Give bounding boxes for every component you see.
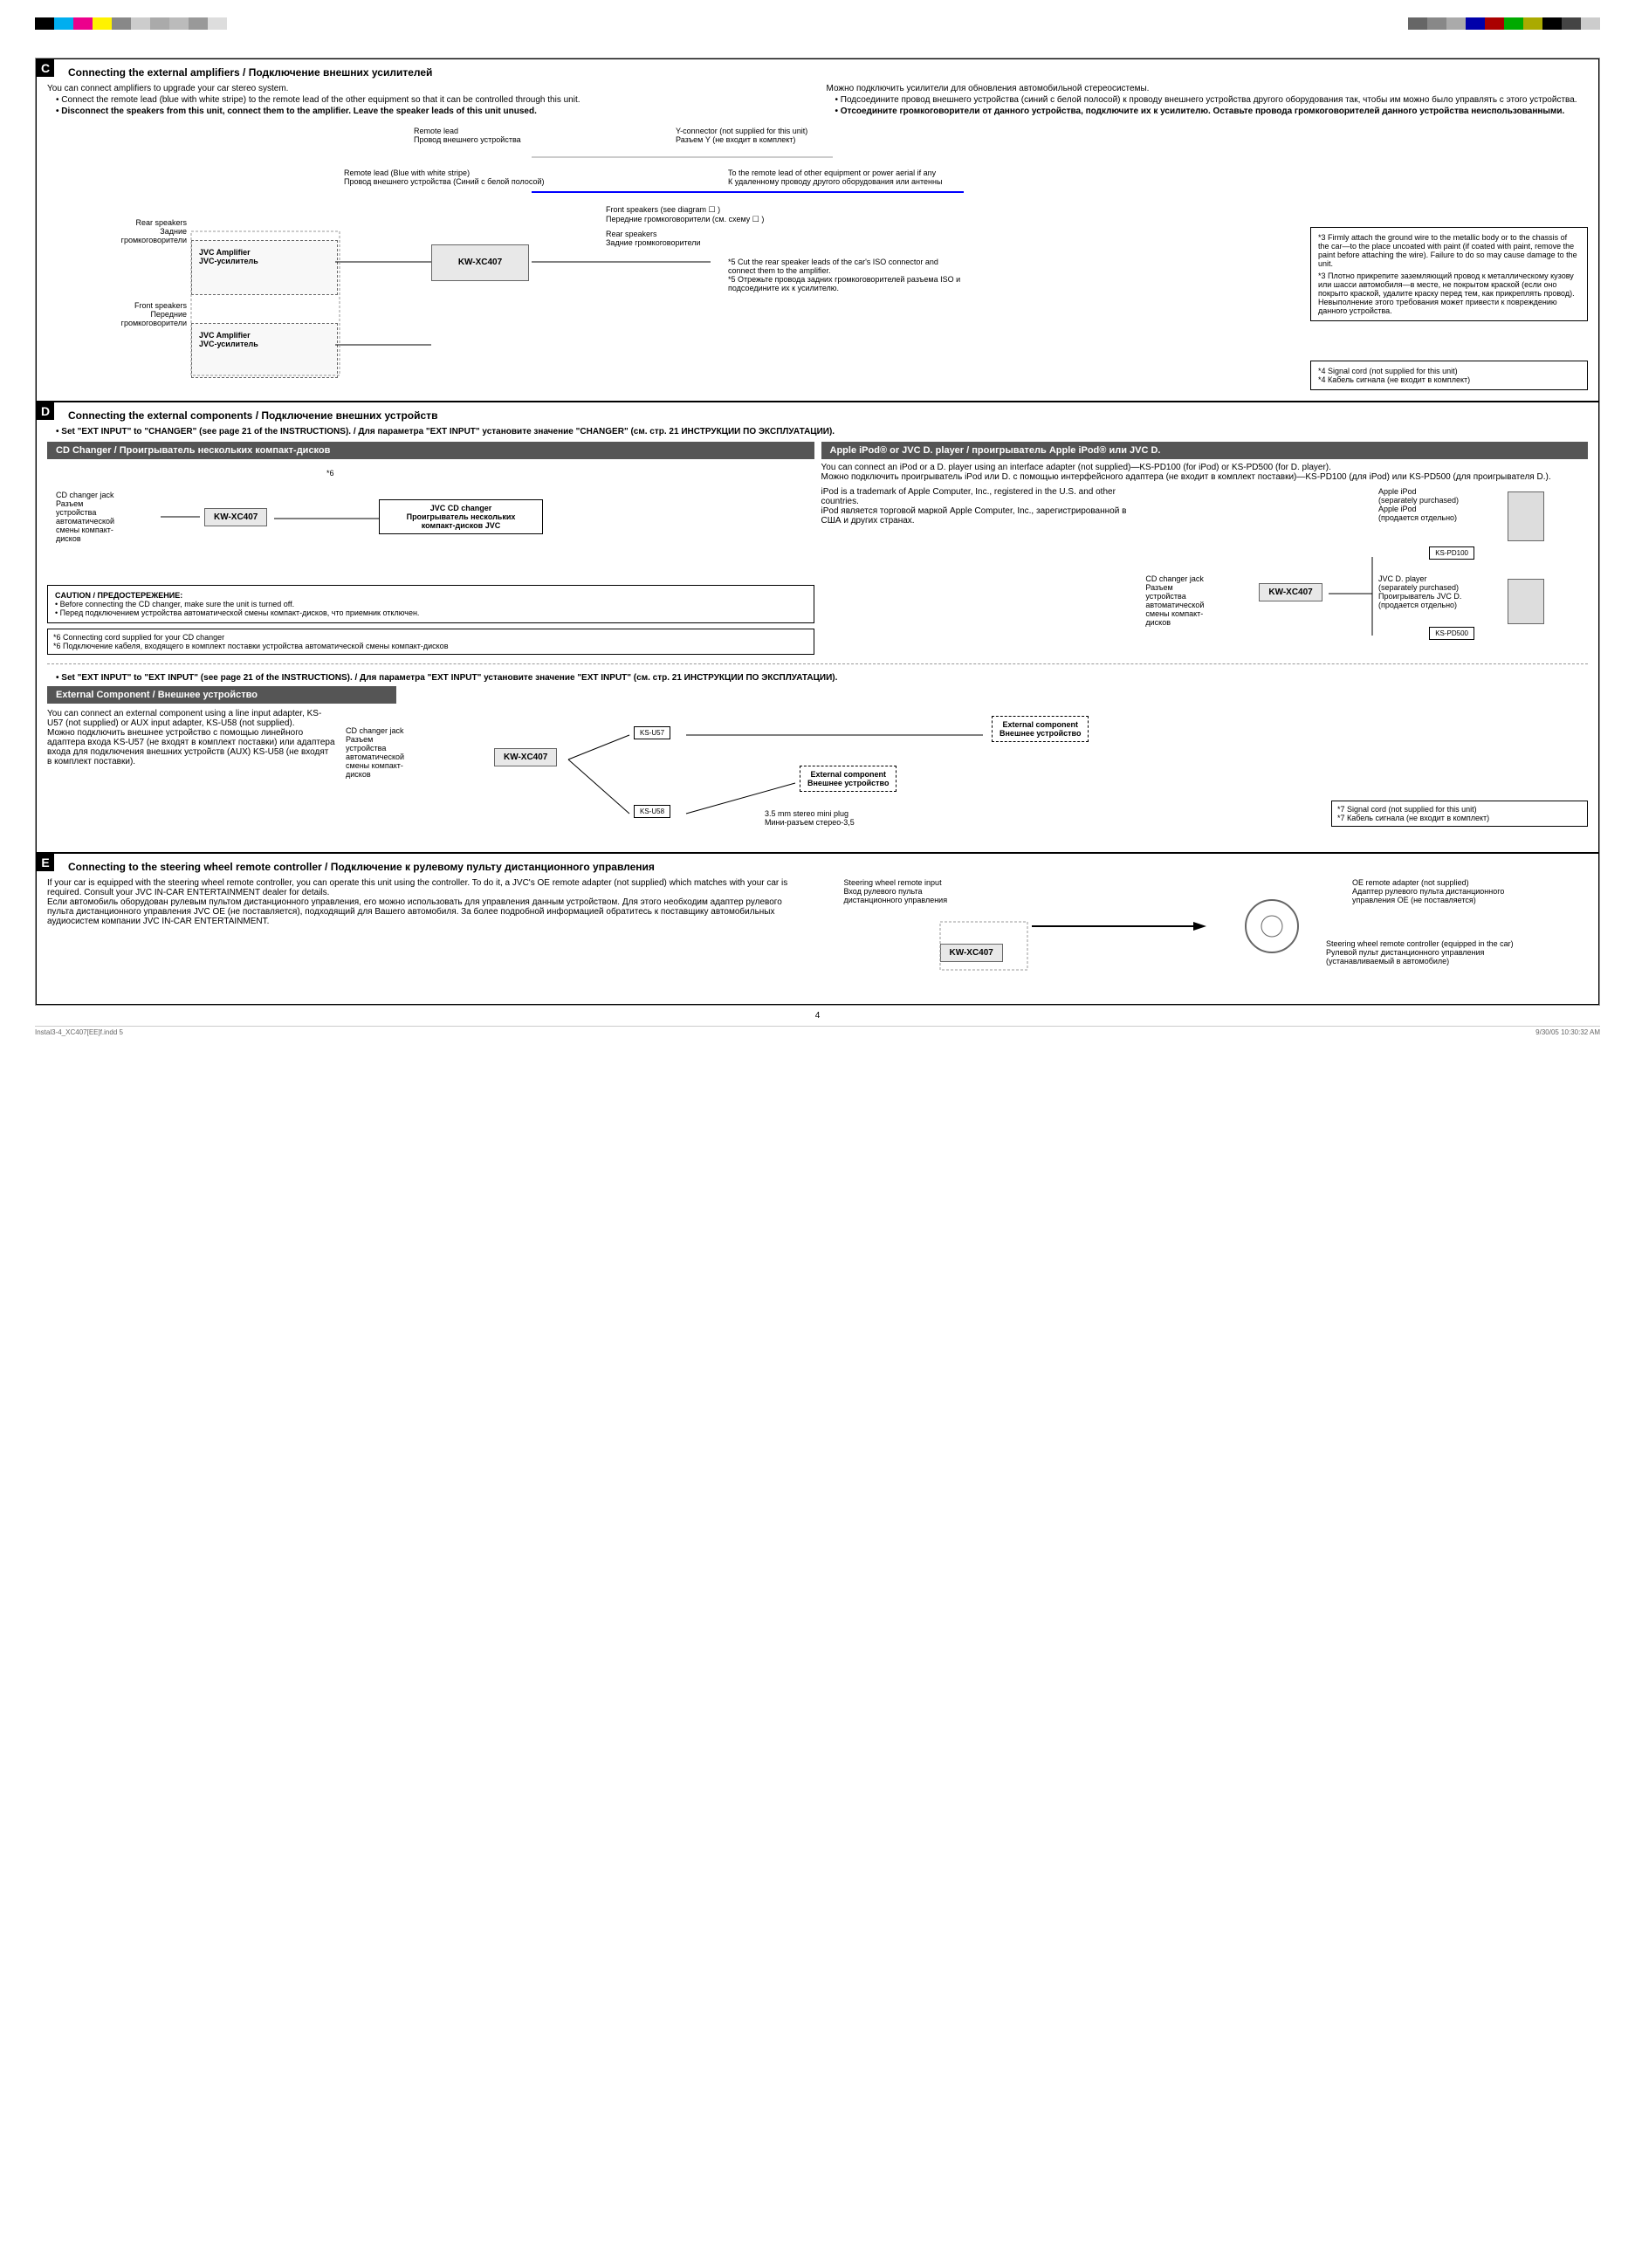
color-bar-right <box>1408 17 1600 30</box>
badge-e: E <box>37 854 54 871</box>
c-en-b1: • Connect the remote lead (blue with whi… <box>56 95 809 105</box>
caution-b1: • Before connecting the CD changer, make… <box>55 600 807 608</box>
page: C Connecting the external amplifiers / П… <box>35 58 1600 1006</box>
section-c: C Connecting the external amplifiers / П… <box>36 58 1599 402</box>
footer-right: 9/30/05 10:30:32 AM <box>1535 1028 1600 1036</box>
note5: *5 Cut the rear speaker leads of the car… <box>728 258 964 292</box>
hdr-ipod: Apple iPod® or JVC D. player / проигрыва… <box>821 442 1589 459</box>
c-ru-intro: Можно подключить усилители для обновлени… <box>827 84 1589 93</box>
caution-box: CAUTION / ПРЕДОСТЕРЕЖЕНИЕ: • Before conn… <box>47 585 814 623</box>
d-set-changer: • Set "EXT INPUT" to "CHANGER" (see page… <box>56 427 1588 436</box>
badge-c: C <box>37 59 54 77</box>
caution-title: CAUTION / ПРЕДОСТЕРЕЖЕНИЕ: <box>55 591 807 600</box>
ext-text-en: You can connect an external component us… <box>47 709 335 728</box>
section-e: E Connecting to the steering wheel remot… <box>36 853 1599 1005</box>
title-c: Connecting the external amplifiers / Под… <box>68 66 1588 79</box>
ipod-diagram: Apple iPod (separately purchased) Apple … <box>1145 487 1588 653</box>
note3-en: *3 Firmly attach the ground wire to the … <box>1318 233 1580 268</box>
ipod-intro-en: You can connect an iPod or a D. player u… <box>821 463 1589 472</box>
c-en-b2: • Disconnect the speakers from this unit… <box>56 107 809 116</box>
section-d: D Connecting the external components / П… <box>36 402 1599 853</box>
title-e: Connecting to the steering wheel remote … <box>68 861 1588 873</box>
caution-b2: • Перед подключением устройства автомати… <box>55 608 807 617</box>
e-diagram: Steering wheel remote input Вход рулевог… <box>827 878 1589 992</box>
page-number: 4 <box>35 1011 1600 1021</box>
footer-left: Instal3-4_XC407[EE]f.indd 5 <box>35 1028 123 1036</box>
ipod-tm: iPod is a trademark of Apple Computer, I… <box>821 487 1137 653</box>
note4-box: *4 Signal cord (not supplied for this un… <box>1310 361 1588 390</box>
note3-box: *3 Firmly attach the ground wire to the … <box>1310 227 1588 321</box>
e-text: If your car is equipped with the steerin… <box>47 878 809 992</box>
footer: Instal3-4_XC407[EE]f.indd 5 9/30/05 10:3… <box>35 1026 1600 1036</box>
c-ru-b2: • Отсоедините громкоговорители от данног… <box>835 107 1589 116</box>
title-d: Connecting the external components / Под… <box>68 409 1588 422</box>
color-bar-left <box>35 17 227 30</box>
hdr-cd: CD Changer / Проигрыватель нескольких ко… <box>47 442 814 459</box>
c-ru-b1: • Подсоедините провод внешнего устройств… <box>835 95 1589 105</box>
d-set-ext: • Set "EXT INPUT" to "EXT INPUT" (see pa… <box>56 673 1588 683</box>
note6-box: *6 Connecting cord supplied for your CD … <box>47 629 814 655</box>
ipod-intro-ru: Можно подключить проигрыватель iPod или … <box>821 472 1589 482</box>
ext-text-ru: Можно подключить внешнее устройство с по… <box>47 728 335 766</box>
c-diagram: Remote lead Провод внешнего устройства Y… <box>47 127 1588 388</box>
cd-diagram: CD changer jack Разъем устройства автома… <box>47 464 814 578</box>
hdr-ext: External Component / Внешнее устройство <box>47 686 396 704</box>
ext-diagram: CD changer jack Разъем устройства автома… <box>346 709 1588 840</box>
badge-d: D <box>37 402 54 420</box>
note3-ru: *3 Плотно прикрепите заземляющий провод … <box>1318 271 1580 315</box>
c-en-intro: You can connect amplifiers to upgrade yo… <box>47 84 809 93</box>
